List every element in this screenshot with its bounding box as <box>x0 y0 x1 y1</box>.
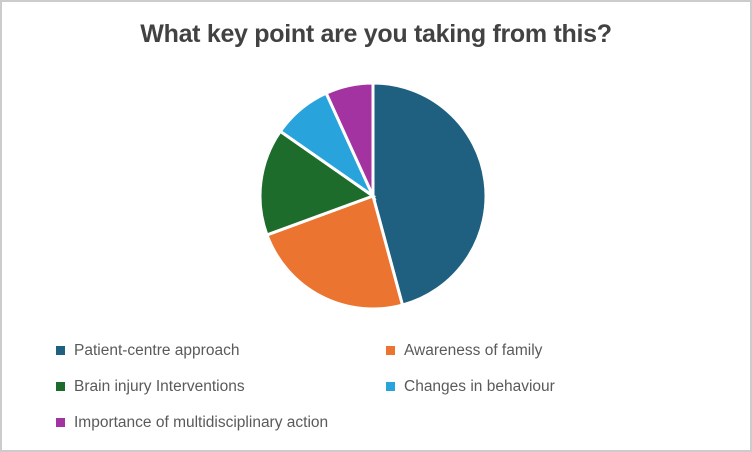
pie-slice-0 <box>371 81 488 307</box>
legend-item-importance-of-multidisciplinary-action: Importance of multidisciplinary action <box>56 410 386 435</box>
legend-label: Changes in behaviour <box>404 377 555 395</box>
legend-marker <box>56 418 65 427</box>
legend-item-patient-centre-approach: Patient-centre approach <box>56 338 386 363</box>
legend-label: Brain injury Interventions <box>74 377 245 395</box>
legend-marker <box>386 346 395 355</box>
pie-slice-1 <box>264 194 405 311</box>
chart-legend: Patient-centre approach Awareness of fam… <box>56 338 555 435</box>
pie-slice-2 <box>258 129 377 237</box>
legend-marker <box>386 382 395 391</box>
legend-label: Patient-centre approach <box>74 341 240 359</box>
legend-item-changes-in-behaviour: Changes in behaviour <box>386 374 555 399</box>
legend-item-brain-injury-interventions: Brain injury Interventions <box>56 374 386 399</box>
pie-chart <box>258 81 488 311</box>
pie-slice-4 <box>324 81 375 197</box>
legend-marker <box>56 382 65 391</box>
chart-title: What key point are you taking from this? <box>140 20 612 48</box>
legend-label: Importance of multidisciplinary action <box>74 413 329 431</box>
legend-marker <box>56 346 65 355</box>
legend-label: Awareness of family <box>404 341 543 359</box>
legend-item-awareness-of-family: Awareness of family <box>386 338 555 363</box>
